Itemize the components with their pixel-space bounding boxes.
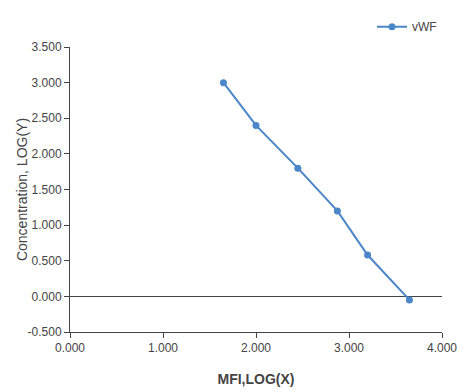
svg-text:2.000: 2.000 [241,341,271,355]
svg-text:0.000: 0.000 [32,290,62,304]
svg-text:2.000: 2.000 [32,147,62,161]
svg-text:0.500: 0.500 [32,254,62,268]
svg-text:3.000: 3.000 [334,341,364,355]
svg-text:-0.500: -0.500 [28,325,62,339]
svg-text:1.500: 1.500 [32,183,62,197]
svg-text:vWF: vWF [412,20,437,34]
svg-text:3.500: 3.500 [32,40,62,54]
svg-text:Concentration, LOG(Y): Concentration, LOG(Y) [14,118,30,261]
svg-text:2.500: 2.500 [32,111,62,125]
svg-text:3.000: 3.000 [32,76,62,90]
svg-text:4.000: 4.000 [427,341,457,355]
svg-text:1.000: 1.000 [148,341,178,355]
svg-text:MFI,LOG(X): MFI,LOG(X) [218,371,295,387]
svg-text:1.000: 1.000 [32,218,62,232]
svg-text:0.000: 0.000 [55,341,85,355]
